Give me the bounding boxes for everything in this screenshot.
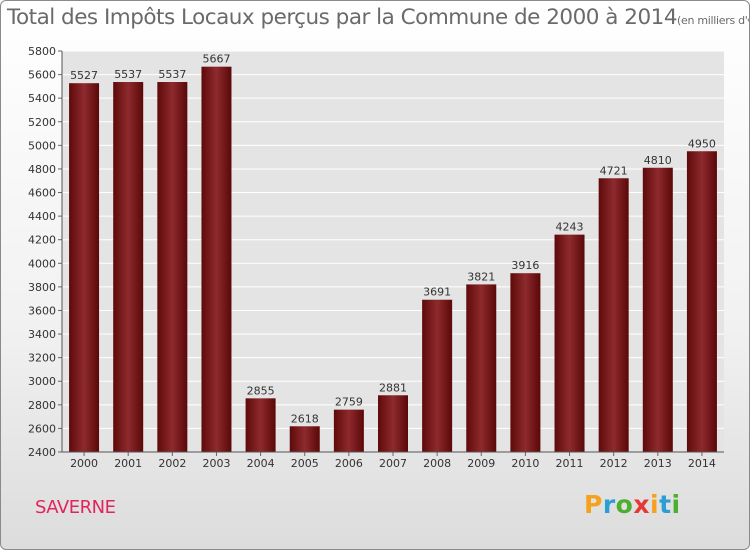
bar [69,83,100,453]
bar [378,395,408,452]
logo-letter: i [671,490,681,519]
data-label: 3821 [467,270,495,283]
bar [466,284,497,452]
data-label: 3691 [423,286,451,299]
bar [686,151,717,452]
logo-letter: t [659,490,672,519]
x-tick-label: 2014 [688,457,716,470]
data-label: 2881 [379,381,407,394]
y-tick-label: 4000 [28,257,56,270]
data-label: 4721 [600,164,628,177]
bar [333,409,364,452]
bar [201,66,232,452]
bar [554,234,585,452]
chart-unit-label: (en milliers d'€) [677,14,749,27]
y-tick-label: 4400 [28,210,56,223]
x-tick-label: 2009 [467,457,495,470]
chart-title: Total des Impôts Locaux perçus par la Co… [7,5,678,30]
y-tick-label: 2400 [28,446,56,459]
x-tick-label: 2004 [247,457,275,470]
y-tick-label: 3200 [28,352,56,365]
x-tick-label: 2011 [556,457,584,470]
x-tick-label: 2000 [70,457,98,470]
x-tick-label: 2005 [291,457,319,470]
bar [157,82,188,453]
y-tick-label: 3600 [28,304,56,317]
bar [289,426,320,452]
y-tick-label: 5600 [28,69,56,82]
x-axis: 2000 2001 2002 2003 2004 2005 2006 2007 2008 2009… [62,451,724,470]
x-tick-label: 2007 [379,457,407,470]
proxiti-logo[interactable]: Proxiti [584,490,681,519]
commune-name: SAVERNE [35,497,116,518]
logo-letter: o [615,490,634,519]
data-label: 5537 [114,68,142,81]
x-tick-label: 2012 [600,457,628,470]
bar [510,273,541,452]
y-tick-label: 5000 [28,139,56,152]
data-label: 5667 [202,53,230,66]
bars [69,66,717,453]
data-label: 5527 [70,69,98,82]
data-label: 2618 [291,412,319,425]
y-tick-label: 5400 [28,92,56,105]
logo-letter: P [584,490,603,519]
y-tick-label: 2800 [28,399,56,412]
x-tick-label: 2001 [114,457,142,470]
x-tick-label: 2006 [335,457,363,470]
y-tick-label: 3400 [28,328,56,341]
y-axis: 2400 2600 2800 3000 3200 3400 3600 3800 4000 4200… [28,45,63,459]
y-tick-label: 3800 [28,281,56,294]
data-labels: 5527 5537 5537 5667 2855 2618 2759 2881 3691 3821… [70,53,716,426]
bar [113,82,144,453]
y-tick-label: 2600 [28,422,56,435]
bar [642,167,673,452]
data-label: 4950 [688,137,716,150]
data-label: 3916 [511,259,539,272]
bar [245,398,276,452]
x-tick-label: 2008 [423,457,451,470]
data-label: 4243 [556,221,584,234]
x-tick-label: 2002 [158,457,186,470]
data-label: 4810 [644,154,672,167]
logo-letter: i [650,490,660,519]
data-label: 2759 [335,396,363,409]
logo-letter: x [633,490,650,519]
logo-letter: r [602,490,616,519]
y-tick-label: 5200 [28,116,56,129]
x-tick-label: 2013 [644,457,672,470]
x-tick-label: 2010 [511,457,539,470]
y-tick-label: 4800 [28,163,56,176]
bar [598,178,629,452]
y-tick-label: 4200 [28,234,56,247]
y-tick-label: 4600 [28,187,56,200]
data-label: 5537 [158,68,186,81]
y-tick-label: 3000 [28,375,56,388]
x-tick-label: 2003 [202,457,230,470]
data-label: 2855 [247,384,275,397]
title-line: Total des Impôts Locaux perçus par la Co… [7,5,749,30]
y-tick-label: 5800 [28,45,56,58]
bar [422,299,453,452]
